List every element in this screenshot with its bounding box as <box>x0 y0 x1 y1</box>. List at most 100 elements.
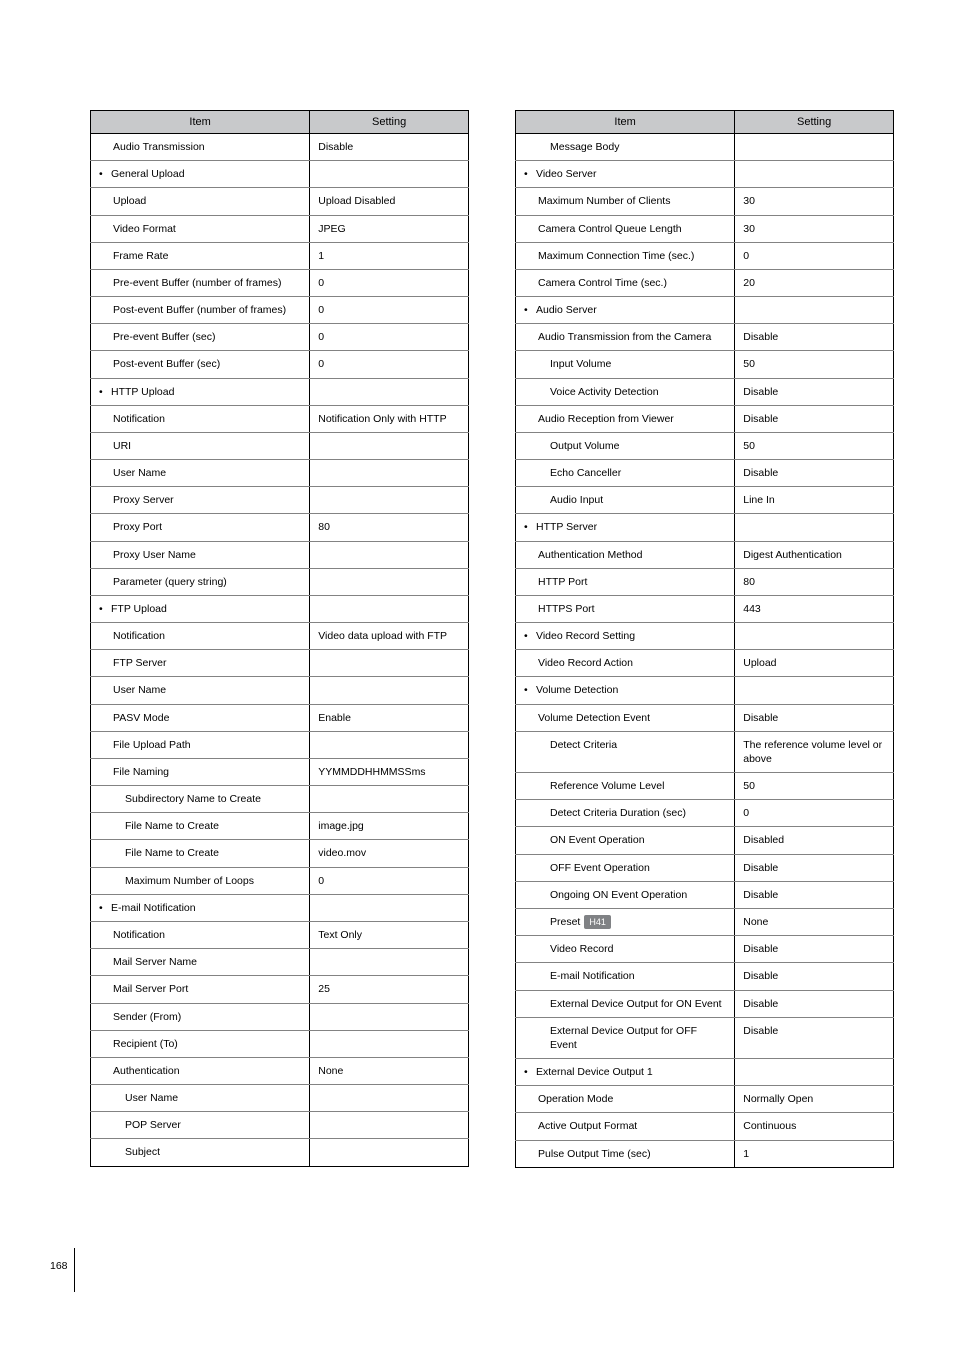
item-label: Audio Server <box>536 304 597 316</box>
setting-cell <box>310 786 469 813</box>
table-row: Echo CancellerDisable <box>516 460 894 487</box>
item-label: Authentication Method <box>538 549 643 561</box>
item-cell: Post-event Buffer (sec) <box>91 351 310 378</box>
item-cell: Audio Transmission <box>91 134 310 161</box>
item-label: Audio Reception from Viewer <box>538 413 674 425</box>
bullet-icon: • <box>524 629 536 643</box>
item-cell: User Name <box>91 460 310 487</box>
item-label: FTP Server <box>113 657 166 669</box>
setting-cell <box>735 677 894 704</box>
item-cell: Maximum Number of Loops <box>91 867 310 894</box>
item-cell: Mail Server Name <box>91 949 310 976</box>
item-cell: FTP Server <box>91 650 310 677</box>
right-column: Item Setting Message Body•Video ServerMa… <box>515 110 894 1168</box>
table-row: Input Volume50 <box>516 351 894 378</box>
item-label: External Device Output 1 <box>536 1066 653 1078</box>
item-label: Notification <box>113 630 165 642</box>
setting-cell: Video data upload with FTP <box>310 623 469 650</box>
item-label: Video Format <box>113 223 176 235</box>
table-row: Proxy Server <box>91 487 469 514</box>
item-label: Operation Mode <box>538 1093 613 1105</box>
item-label: PASV Mode <box>113 712 169 724</box>
table-row: OFF Event OperationDisable <box>516 854 894 881</box>
bullet-icon: • <box>524 520 536 534</box>
item-label: Video Record <box>550 943 613 955</box>
item-cell: Upload <box>91 188 310 215</box>
item-label: Frame Rate <box>113 250 168 262</box>
bullet-icon: • <box>524 167 536 181</box>
table-row: Video Record Disable <box>516 936 894 963</box>
table-row: File NamingYYMMDDHHMMSSms <box>91 758 469 785</box>
setting-cell <box>310 677 469 704</box>
item-label: Ongoing ON Event Operation <box>550 889 687 901</box>
table-row: Output Volume50 <box>516 432 894 459</box>
table-row: Operation ModeNormally Open <box>516 1086 894 1113</box>
setting-cell: 50 <box>735 773 894 800</box>
setting-cell: 20 <box>735 269 894 296</box>
item-cell: •External Device Output 1 <box>516 1059 735 1086</box>
setting-cell: Notification Only with HTTP <box>310 405 469 432</box>
item-label: Post-event Buffer (sec) <box>113 358 220 370</box>
setting-cell: Upload <box>735 650 894 677</box>
bullet-icon: • <box>99 602 111 616</box>
item-cell: OFF Event Operation <box>516 854 735 881</box>
item-label: Reference Volume Level <box>550 780 664 792</box>
item-label: Input Volume <box>550 358 611 370</box>
item-cell: Volume Detection Event <box>516 704 735 731</box>
setting-cell <box>310 541 469 568</box>
setting-cell: 0 <box>310 297 469 324</box>
table-row: Detect Criteria Duration (sec)0 <box>516 800 894 827</box>
table-row: •HTTP Upload <box>91 378 469 405</box>
item-cell: Subject <box>91 1139 310 1166</box>
item-label: Audio Transmission <box>113 141 205 153</box>
item-label: Mail Server Name <box>113 956 197 968</box>
item-cell: Video Record <box>516 936 735 963</box>
setting-cell: 80 <box>735 568 894 595</box>
table-row: Active Output FormatContinuous <box>516 1113 894 1140</box>
table-row: •E-mail Notification <box>91 894 469 921</box>
table-row: •HTTP Server <box>516 514 894 541</box>
setting-cell <box>310 1030 469 1057</box>
item-cell: •Audio Server <box>516 297 735 324</box>
table-row: Maximum Number of Clients30 <box>516 188 894 215</box>
item-label: Pulse Output Time (sec) <box>538 1148 651 1160</box>
table-row: Camera Control Queue Length30 <box>516 215 894 242</box>
page-content: Item Setting Audio TransmissionDisable•G… <box>0 0 954 1208</box>
table-row: FTP Server <box>91 650 469 677</box>
setting-cell <box>310 1003 469 1030</box>
table-row: Frame Rate1 <box>91 242 469 269</box>
item-cell: Active Output Format <box>516 1113 735 1140</box>
item-cell: Frame Rate <box>91 242 310 269</box>
table-row: Pre-event Buffer (number of frames)0 <box>91 269 469 296</box>
item-label: Notification <box>113 413 165 425</box>
table-row: Ongoing ON Event OperationDisable <box>516 881 894 908</box>
setting-cell: 0 <box>735 242 894 269</box>
item-label: Parameter (query string) <box>113 576 227 588</box>
setting-cell: 0 <box>310 269 469 296</box>
setting-cell: Disable <box>735 378 894 405</box>
setting-cell: 30 <box>735 215 894 242</box>
setting-cell: Disable <box>735 936 894 963</box>
item-cell: Authentication <box>91 1057 310 1084</box>
setting-cell: 0 <box>310 324 469 351</box>
table-row: Sender (From) <box>91 1003 469 1030</box>
setting-cell: image.jpg <box>310 813 469 840</box>
item-cell: Recipient (To) <box>91 1030 310 1057</box>
item-label: File Upload Path <box>113 739 191 751</box>
item-label: Echo Canceller <box>550 467 621 479</box>
item-cell: Maximum Number of Clients <box>516 188 735 215</box>
setting-cell: Text Only <box>310 921 469 948</box>
header-item: Item <box>91 111 310 134</box>
item-cell: PresetH41 <box>516 908 735 935</box>
setting-cell: 50 <box>735 432 894 459</box>
table-row: Mail Server Name <box>91 949 469 976</box>
item-label: General Upload <box>111 168 185 180</box>
setting-cell <box>310 432 469 459</box>
bullet-icon: • <box>524 683 536 697</box>
table-row: POP Server <box>91 1112 469 1139</box>
item-label: E-mail Notification <box>111 902 196 914</box>
settings-table-left: Item Setting Audio TransmissionDisable•G… <box>90 110 469 1167</box>
item-cell: E-mail Notification <box>516 963 735 990</box>
item-label: User Name <box>113 684 166 696</box>
setting-cell: Digest Authentication <box>735 541 894 568</box>
